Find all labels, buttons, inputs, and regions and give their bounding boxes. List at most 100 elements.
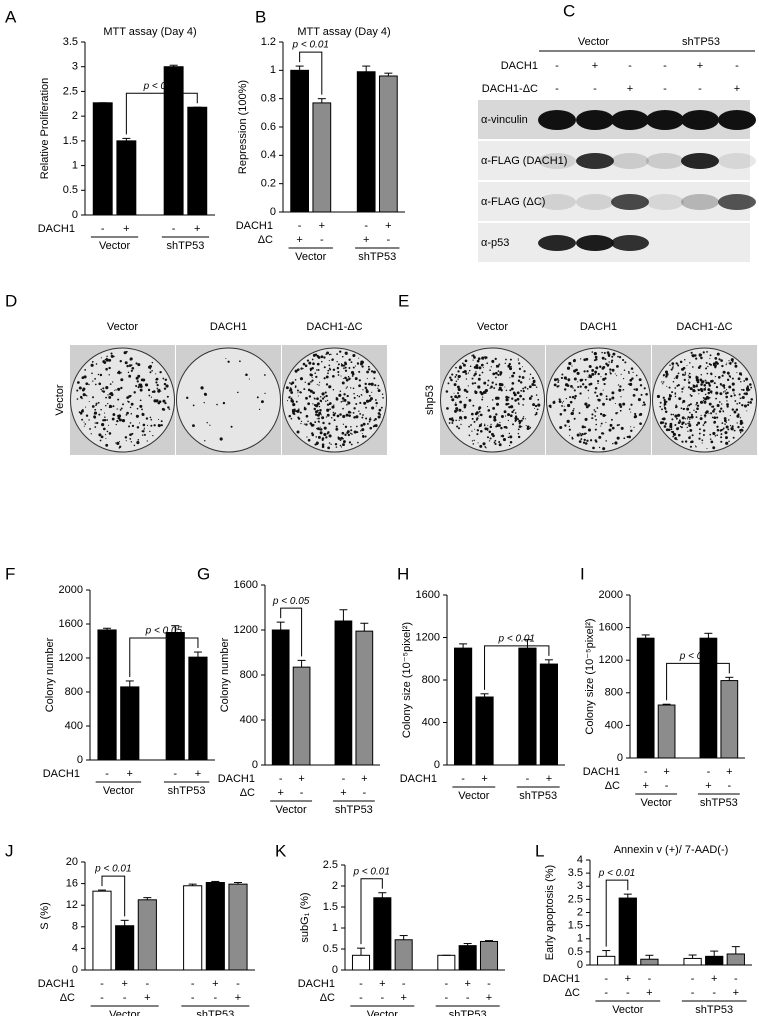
colony	[305, 416, 308, 418]
colony	[607, 353, 611, 357]
significance-bracket	[299, 51, 323, 95]
colony	[481, 398, 484, 401]
colony	[712, 431, 716, 436]
colony	[114, 389, 116, 391]
colony	[335, 425, 338, 428]
panel-letter: F	[5, 564, 15, 583]
colony	[466, 397, 468, 399]
colony	[733, 429, 736, 432]
colony	[206, 421, 208, 424]
colony	[484, 446, 487, 448]
colony	[517, 358, 519, 360]
colony	[260, 400, 264, 404]
colony	[168, 408, 171, 410]
colony	[492, 406, 496, 410]
significance-label: p < 0.01	[498, 633, 535, 644]
condition-sign: +	[642, 780, 648, 792]
colony	[456, 396, 459, 399]
colony	[498, 363, 501, 366]
colony	[142, 423, 146, 427]
colony	[453, 392, 455, 394]
condition-sign: -	[555, 83, 559, 95]
colony	[342, 400, 344, 402]
error-bar	[98, 889, 106, 892]
row-label: Vector	[54, 384, 66, 416]
colony	[743, 404, 747, 408]
y-tick-label: 800	[605, 687, 623, 699]
colony	[308, 395, 312, 398]
colony	[643, 403, 646, 406]
colony	[143, 427, 145, 429]
colony	[663, 405, 665, 407]
colony	[726, 378, 730, 382]
colony	[356, 395, 359, 397]
condition-sign: -	[604, 973, 608, 985]
colony	[591, 351, 594, 353]
colony	[697, 388, 700, 392]
colony	[149, 371, 152, 374]
colony	[305, 396, 308, 400]
bar	[458, 945, 477, 971]
colony	[309, 390, 312, 392]
colony	[91, 405, 95, 408]
colony	[135, 414, 139, 418]
condition-sign: -	[593, 83, 597, 95]
colony	[358, 384, 361, 388]
colony	[486, 406, 489, 408]
colony	[509, 389, 512, 392]
colony	[698, 432, 701, 435]
colony	[619, 385, 622, 388]
colony	[307, 438, 311, 442]
colony	[505, 358, 507, 361]
colony	[747, 401, 750, 404]
colony	[667, 397, 671, 401]
colony	[353, 392, 355, 395]
condition-name: DACH1-ΔC	[482, 83, 538, 95]
colony	[192, 424, 195, 428]
colony	[464, 359, 468, 363]
colony	[114, 442, 117, 444]
colony	[750, 398, 754, 401]
colony	[328, 364, 331, 367]
colony	[156, 387, 158, 390]
colony	[248, 378, 250, 380]
colony	[256, 396, 259, 399]
colony	[294, 379, 297, 381]
colony	[723, 419, 727, 423]
colony	[461, 362, 464, 365]
colony	[560, 376, 563, 380]
colony	[141, 434, 144, 436]
colony	[373, 377, 376, 380]
colony	[623, 369, 626, 371]
colony	[135, 384, 138, 387]
colony	[121, 419, 126, 423]
colony	[343, 367, 345, 370]
colony	[327, 369, 330, 372]
colony	[455, 366, 457, 369]
colony	[334, 442, 338, 446]
colony	[505, 389, 508, 392]
condition-name: DACH1	[43, 768, 80, 780]
colony	[368, 394, 371, 397]
colony	[510, 365, 512, 368]
colony	[557, 381, 559, 383]
colony	[319, 409, 322, 412]
colony	[487, 409, 491, 412]
colony	[491, 359, 495, 363]
colony	[594, 428, 597, 431]
colony	[504, 415, 507, 417]
colony	[366, 377, 368, 380]
colony	[687, 374, 689, 376]
colony	[186, 396, 189, 399]
colony	[290, 397, 293, 400]
colony	[716, 434, 719, 437]
colony	[486, 429, 489, 431]
colony	[309, 369, 312, 372]
colony	[656, 394, 660, 399]
colony	[593, 352, 597, 356]
colony	[480, 392, 484, 396]
bar	[618, 897, 637, 966]
colony	[705, 387, 707, 389]
colony	[731, 360, 734, 363]
colony	[342, 438, 345, 440]
